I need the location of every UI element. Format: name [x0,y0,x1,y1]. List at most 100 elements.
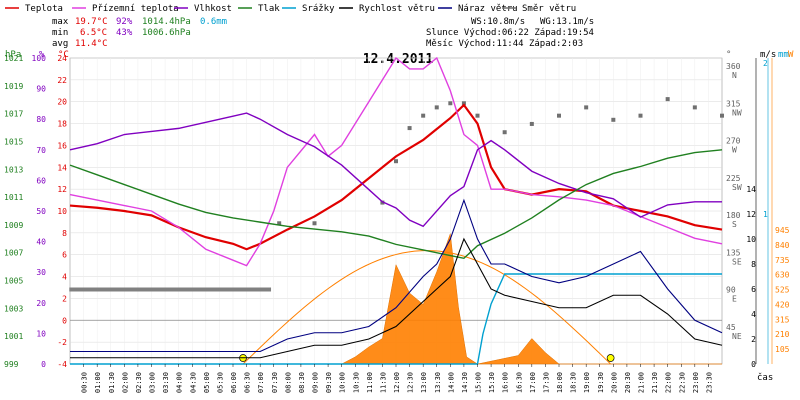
tick-deg: 135 [726,248,741,257]
legend-label: Náraz větru [458,4,518,14]
tick-pct: 60 [36,176,46,185]
radiation-area [70,233,722,365]
axis-units: hPa % °C ° m/s mm W čas [5,50,794,383]
tick-c: 4 [62,273,67,282]
x-tick-label: 17:00 [529,372,537,393]
direction-point [448,101,453,106]
x-tick-label: 12:30 [407,372,415,393]
x-tick-label: 04:30 [189,372,197,393]
tick-w: 210 [775,330,790,339]
direction-point [407,126,412,131]
tick-pct: 50 [36,207,46,216]
tick-dir: N [732,71,737,80]
x-tick-label: 22:00 [665,372,673,393]
tick-hpa: 1003 [4,304,23,313]
tick-c: 8 [62,229,67,238]
x-tick-label: 11:30 [379,372,387,393]
tick-deg: 315 [726,99,741,108]
x-tick-label: 06:30 [244,372,252,393]
tick-deg: 225 [726,174,741,183]
stats-max-press: 1014.4hPa [142,17,191,27]
tick-hpa: 999 [4,360,19,369]
tick-w: 630 [775,271,790,280]
direction-band-early [70,287,272,292]
tick-pct: 80 [36,115,46,124]
x-tick-label: 23:30 [705,372,713,393]
x-tick-label: 02:00 [121,372,129,393]
x-tick-label: 10:30 [352,372,360,393]
stats-ws: WS:10.8m/s [471,17,525,27]
legend-label: Vlhkost [194,4,232,14]
tick-hpa: 1017 [4,110,23,119]
x-tick-label: 05:00 [203,372,211,393]
stats-min-label: min [52,28,68,38]
tick-w: 840 [775,241,790,250]
unit-pct: % [39,50,45,60]
x-tick-label: 21:00 [638,372,646,393]
x-tick-label: 06:00 [230,372,238,393]
direction-point [434,105,439,110]
tick-pct: 10 [36,329,46,338]
series-line [69,149,723,260]
sunset-marker [606,354,615,362]
tick-hpa: 1011 [4,193,23,202]
x-tick-label: 16:00 [502,372,510,393]
tick-w: 525 [775,286,790,295]
tick-ms: 0 [751,360,756,369]
x-tick-label: 12:00 [393,372,401,393]
unit-deg: ° [726,50,731,60]
series-line [70,273,722,365]
direction-point [277,221,282,226]
tick-pct: 0 [41,360,46,369]
tick-c: 18 [57,120,67,129]
legend-label: Rychlost větru [359,4,435,14]
tick-dir: S [732,220,737,229]
tick-ms: 6 [751,285,756,294]
stats-max-label: max [52,17,69,27]
x-tick-label: 18:00 [556,372,564,393]
x-tick-label: 22:30 [678,372,686,393]
tick-hpa: 1013 [4,165,23,174]
legend-label: Směr větru [522,4,576,14]
x-tick-label: 03:00 [149,372,157,393]
x-tick-label: 17:30 [542,372,550,393]
direction-point [421,113,426,118]
tick-hpa: 1001 [4,332,23,341]
tick-pct: 30 [36,268,46,277]
tick-w: 735 [775,256,790,265]
x-tick-label: 15:00 [475,372,483,393]
tick-hpa: 1019 [4,82,23,91]
tick-w: 420 [775,300,790,309]
stats-min-press: 1006.6hPa [142,28,191,38]
tick-hpa: 1009 [4,221,23,230]
x-tick-label: 20:30 [624,372,632,393]
direction-point [692,105,697,110]
x-tick-label: 01:30 [108,372,116,393]
tick-pct: 40 [36,238,46,247]
tick-dir: E [732,295,737,304]
tick-dir: SW [732,183,742,192]
unit-c: °C [58,50,69,60]
x-tick-label: 08:00 [284,372,292,393]
tick-dir: NE [732,332,742,341]
legend-label: Tlak [258,4,280,14]
direction-point [584,105,589,110]
unit-hpa: hPa [5,50,21,60]
tick-dir: W [732,146,737,155]
tick-hpa: 1007 [4,249,23,258]
tick-mm: 2 [763,59,768,68]
tick-ms: 10 [746,235,756,244]
x-tick-label: 19:00 [583,372,591,393]
y-axes: 1021101910171015101310111009100710051003… [4,54,790,369]
x-tick-label: 09:30 [325,372,333,393]
stats-avg-label: avg [52,39,68,49]
stats-moon: Měsíc Východ:11:44 Západ:2:03 [426,39,583,49]
x-tick-label: 01:00 [94,372,102,393]
x-tick-label: 15:30 [488,372,496,393]
unit-ms: m/s [760,50,776,60]
direction-point [611,117,616,122]
tick-dir: SE [732,257,742,266]
stats-wg: WG:13.1m/s [540,17,594,27]
direction-point [638,113,643,118]
x-tick-label: 09:00 [312,372,320,393]
